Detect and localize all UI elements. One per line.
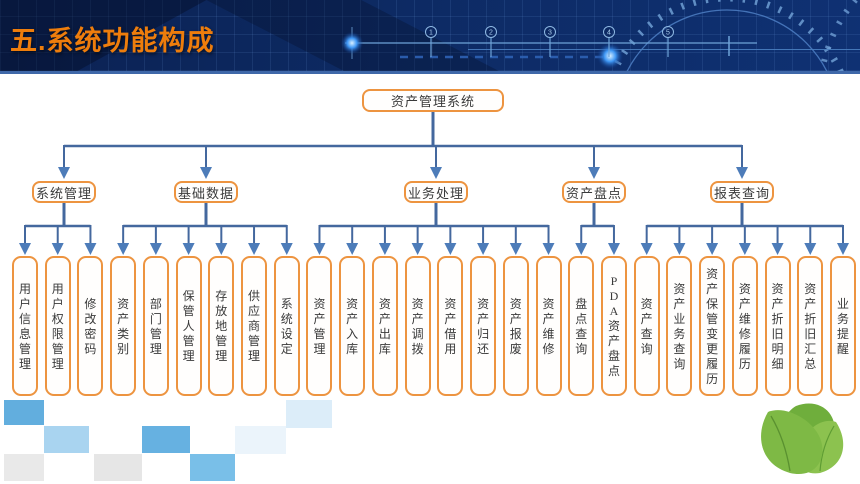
- org-node-label: 用户权限管理: [51, 281, 64, 371]
- org-node-label: 资产查询: [640, 296, 653, 356]
- org-node-label: 资产折旧明细: [771, 281, 784, 371]
- org-node-label: 资产保管变更履历: [706, 266, 719, 386]
- org-node-category: 基础数据: [174, 181, 238, 203]
- org-node-label: 资产维修: [542, 296, 555, 356]
- org-node-label: 资产盘点: [565, 185, 622, 201]
- org-node-leaf: 部门管理: [142, 256, 169, 396]
- org-node-label: 资产归还: [477, 296, 490, 356]
- org-node-leaf: 资产归还: [470, 256, 497, 396]
- org-node-category: 业务处理: [404, 181, 468, 203]
- org-node-label: 供应商管理: [248, 289, 261, 363]
- timeline-number: 3: [548, 30, 552, 37]
- timeline-node-circle: [603, 26, 615, 38]
- org-node-label: 资产维修履历: [738, 281, 751, 371]
- org-node-label: 存放地管理: [215, 289, 228, 363]
- org-node-leaf: 资产报废: [502, 256, 529, 396]
- org-node-leaf: 资产保管变更履历: [699, 256, 726, 396]
- org-node-leaf: 资产折旧明细: [764, 256, 791, 396]
- grid-pattern: [0, 0, 860, 71]
- timeline-number: 2: [489, 30, 493, 37]
- org-node-label: 资产折旧汇总: [804, 281, 817, 371]
- org-node-label: 用户信息管理: [18, 281, 31, 371]
- org-node-leaf: 资产借用: [437, 256, 464, 396]
- org-node-label: 资产出库: [378, 296, 391, 356]
- org-node-label: 系统管理: [35, 185, 92, 201]
- org-node-label: 报表查询: [713, 185, 770, 201]
- org-node-leaf: 用户信息管理: [12, 256, 38, 396]
- org-node-leaf: 资产业务查询: [666, 256, 693, 396]
- org-node-leaf: 业务提醒: [830, 256, 856, 396]
- org-node-label: 资产业务查询: [673, 281, 686, 371]
- org-node-category: 报表查询: [710, 181, 774, 203]
- org-node-leaf: 修改密码: [77, 256, 104, 396]
- org-node-label: 资产管理系统: [390, 94, 475, 109]
- org-node-leaf: 资产查询: [633, 256, 660, 396]
- org-node-category: 系统管理: [32, 181, 96, 203]
- timeline-node-circle: [485, 26, 497, 38]
- org-node-label: 系统设定: [280, 296, 293, 356]
- glow-flare: [336, 27, 368, 59]
- dial-tick-ring: [610, 0, 844, 71]
- org-node-leaf: 盘点查询: [568, 256, 595, 396]
- leaf-vein: [819, 425, 835, 472]
- timeline-number: 4: [607, 30, 611, 37]
- org-node-root: 资产管理系统: [362, 89, 504, 112]
- org-node-label: 资产类别: [117, 296, 130, 356]
- org-node-leaf: 供应商管理: [241, 256, 268, 396]
- org-node-label: 资产报废: [509, 296, 522, 356]
- org-node-leaf: 系统设定: [273, 256, 300, 396]
- page-title: 五.系统功能构成: [10, 26, 215, 56]
- timeline-number: 1: [429, 30, 433, 37]
- org-node-leaf: 存放地管理: [208, 256, 235, 396]
- org-node-leaf: 资产出库: [371, 256, 398, 396]
- timeline-node-circle: [544, 26, 556, 38]
- timeline-node-circle: [425, 26, 437, 38]
- org-node-leaf: 保管人管理: [175, 256, 202, 396]
- leaf-vein: [770, 415, 791, 472]
- dial-circle: [626, 9, 828, 71]
- org-node-leaf: 资产维修: [535, 256, 562, 396]
- org-node-label: 资产管理: [313, 296, 326, 356]
- org-node-label: 业务提醒: [836, 296, 849, 356]
- org-node-leaf: 资产管理: [306, 256, 333, 396]
- timeline-node-circle: [662, 26, 674, 38]
- timeline-number: 5: [666, 30, 670, 37]
- leaf-decoration: [761, 403, 844, 475]
- org-node-leaf: 用户权限管理: [44, 256, 71, 396]
- header-banner: 1 2 3 4 5 五.系统功能构成: [0, 0, 860, 74]
- corner-tick-ring: [819, 0, 860, 71]
- org-node-leaf: 资产入库: [339, 256, 366, 396]
- org-node-label: 资产调拨: [411, 296, 424, 356]
- org-node-label: 盘点查询: [575, 296, 588, 356]
- org-node-label: 业务处理: [407, 185, 464, 201]
- org-node-leaf: 资产维修履历: [731, 256, 758, 396]
- org-node-label: 基础数据: [177, 185, 234, 201]
- org-node-label: 部门管理: [149, 296, 162, 356]
- org-node-category: 资产盘点: [562, 181, 626, 203]
- org-node-leaf: 资产调拨: [404, 256, 431, 396]
- org-node-label: 保管人管理: [182, 289, 195, 363]
- org-node-leaf: 资产类别: [110, 256, 137, 396]
- org-node-label: 资产入库: [346, 296, 359, 356]
- diagram-canvas: 资产管理系统系统管理用户信息管理 用户权限管理 修改密码 基础数据资产类别 部门管理 保管…: [0, 74, 860, 484]
- header-tech-decoration: 1 2 3 4 5: [336, 0, 860, 71]
- org-node-label: 修改密码: [84, 296, 97, 356]
- org-node-leaf: 资产折旧汇总: [797, 256, 824, 396]
- org-node-label: 资产借用: [444, 296, 457, 356]
- glow-flare: [591, 37, 629, 71]
